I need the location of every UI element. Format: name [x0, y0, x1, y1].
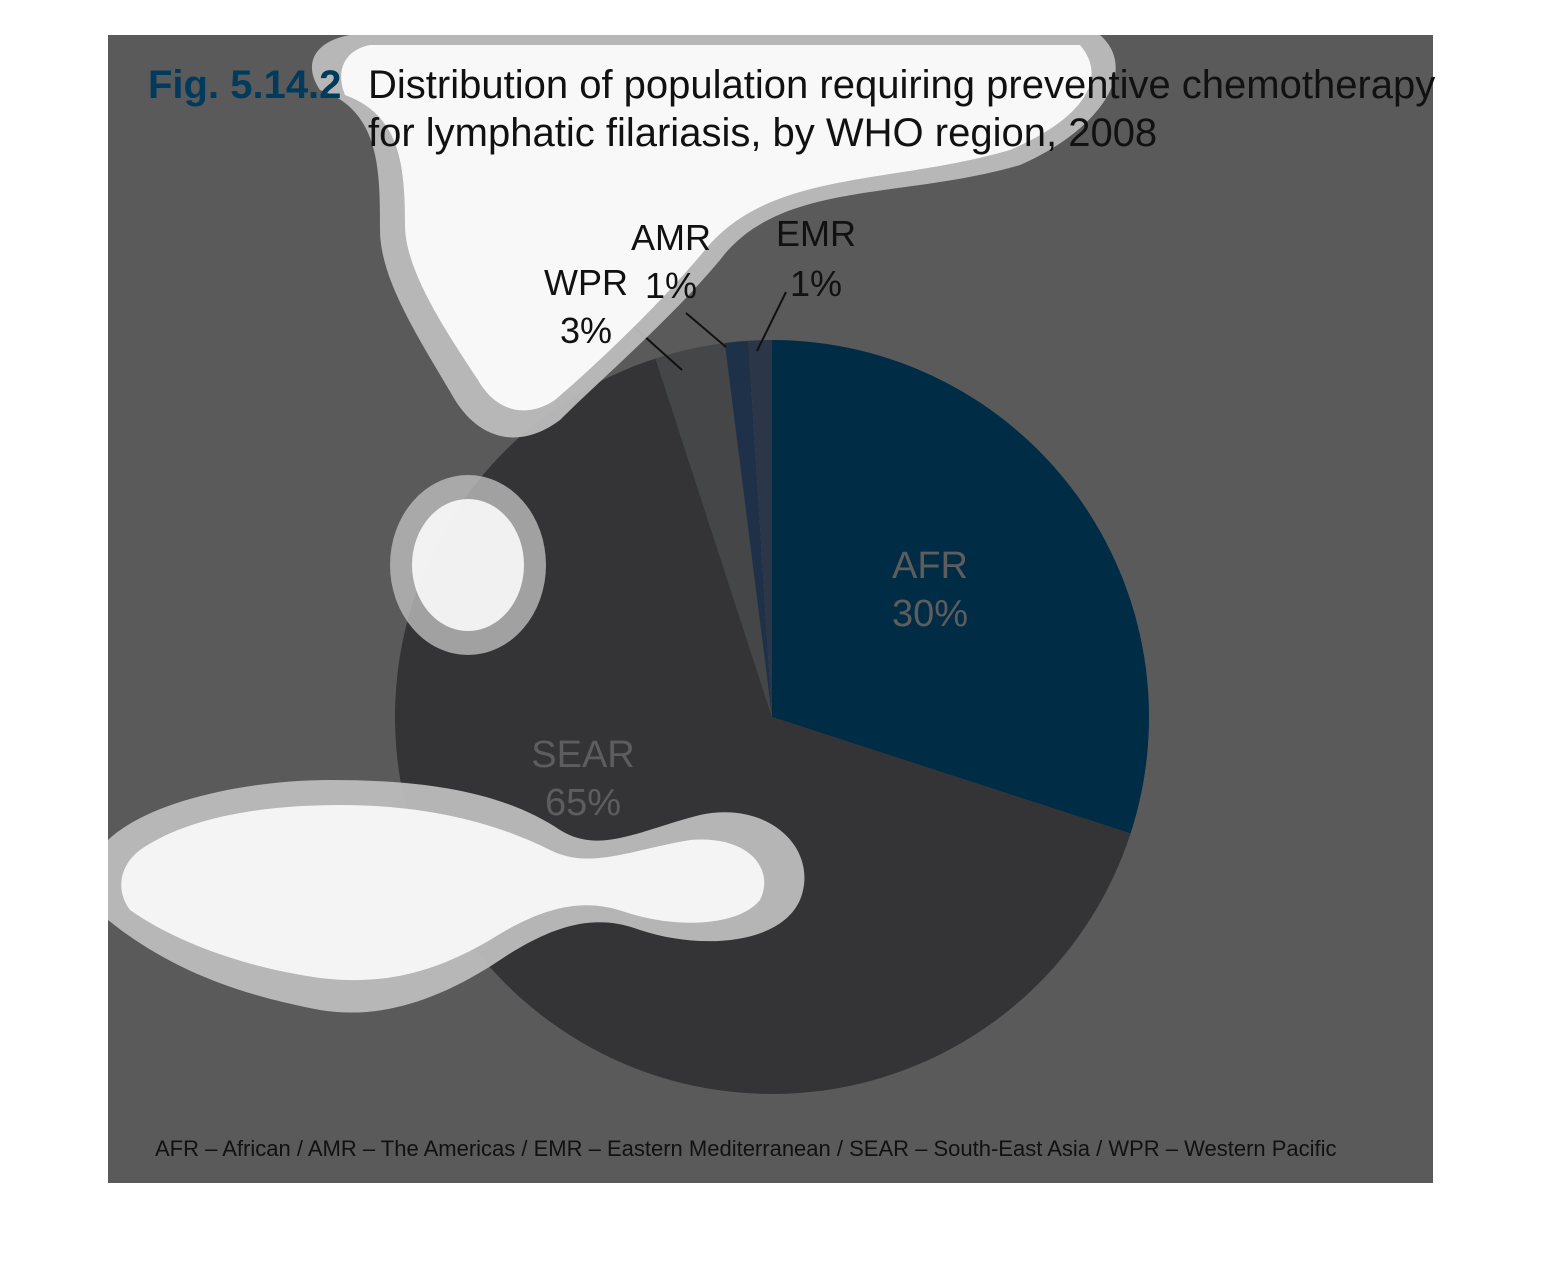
region-abbreviation-footnote: AFR – African / AMR – The Americas / EMR…	[155, 1136, 1337, 1161]
slice-value-afr: 30%	[892, 593, 968, 635]
overlay-blobs	[108, 35, 1116, 1013]
pie-slice-afr	[772, 340, 1150, 834]
leader-line-emr	[756, 291, 787, 352]
slice-label-afr: AFR	[892, 545, 968, 587]
pie-slice-amr	[724, 340, 772, 717]
overlay-blob-top-fill	[341, 45, 1092, 411]
figure-title-line-2: for lymphatic filariasis, by WHO region,…	[368, 111, 1157, 155]
overlay-blob-oval-fill	[412, 499, 524, 631]
slice-label-emr: EMR	[776, 213, 856, 254]
figure-number: Fig. 5.14.2	[148, 63, 341, 107]
slice-labels: AFR 30% SEAR 65% WPR 3% AMR 1% EMR 1%	[531, 213, 968, 824]
slice-value-amr: 1%	[645, 265, 697, 306]
slice-value-sear: 65%	[545, 782, 621, 824]
pie-slice-wpr	[655, 342, 772, 717]
overlay-blob-bottom-fill	[121, 805, 765, 981]
slice-value-wpr: 3%	[560, 310, 612, 351]
slice-label-sear: SEAR	[531, 734, 634, 776]
slice-label-wpr: WPR	[544, 262, 628, 303]
slice-value-emr: 1%	[790, 263, 842, 304]
figure-title-line-1: Distribution of population requiring pre…	[368, 63, 1435, 107]
pie-slices	[395, 340, 1150, 1094]
pie-slice-emr	[748, 340, 772, 717]
slice-label-amr: AMR	[631, 217, 711, 258]
leader-line-amr	[685, 312, 727, 348]
